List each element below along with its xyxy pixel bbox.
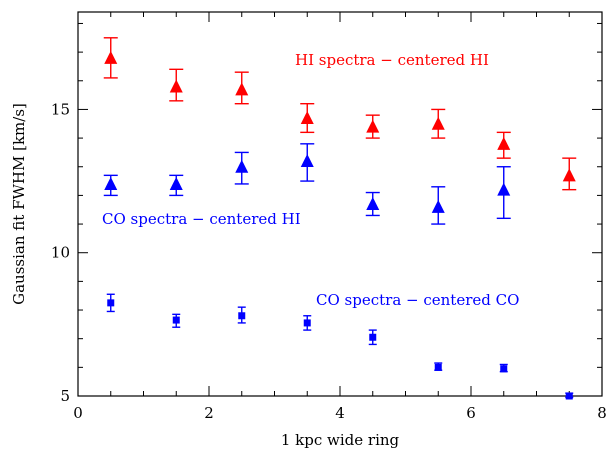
x-tick-label: 4 (335, 404, 345, 422)
data-point-triangle (169, 79, 183, 93)
data-point-triangle (562, 168, 576, 182)
data-point-square (565, 392, 573, 400)
data-point-square (434, 363, 442, 371)
data-point-triangle (104, 176, 118, 190)
data-point-triangle (366, 119, 380, 133)
data-point-square (107, 299, 115, 307)
y-axis-title: Gaussian fit FWHM [km/s] (10, 103, 28, 305)
annotation-co-centered-hi: CO spectra − centered HI (102, 210, 301, 228)
data-point-triangle (169, 176, 183, 190)
x-tick-label: 8 (597, 404, 607, 422)
data-point-triangle (497, 182, 511, 196)
y-tick-label: 5 (60, 387, 70, 405)
data-point-triangle (300, 154, 314, 168)
data-point-square (500, 365, 508, 373)
data-point-square (172, 316, 180, 324)
data-point-square (303, 319, 311, 327)
annotation-hi-centered-hi: HI spectra − centered HI (295, 51, 489, 69)
data-point-triangle (366, 197, 380, 210)
data-point-triangle (300, 111, 314, 125)
data-point-square (369, 333, 377, 341)
x-tick-label: 0 (73, 404, 83, 422)
y-tick-label: 10 (51, 244, 70, 262)
data-point-triangle (431, 116, 445, 130)
x-tick-label: 6 (466, 404, 476, 422)
data-point-triangle (235, 82, 249, 96)
annotation-co-centered-co: CO spectra − centered CO (316, 291, 519, 309)
data-point-triangle (497, 136, 511, 150)
y-tick-label: 15 (51, 100, 70, 118)
x-axis-title: 1 kpc wide ring (281, 431, 400, 449)
x-tick-label: 2 (204, 404, 214, 422)
axis-ticks: 0 2 4 6 8 5 10 15 (51, 12, 607, 422)
data-point-square (238, 312, 246, 320)
data-point-triangle (235, 159, 249, 173)
data-point-triangle (104, 50, 118, 64)
data-point-triangle (431, 199, 445, 213)
data-marks (103, 37, 577, 400)
plot-frame (77, 11, 603, 397)
